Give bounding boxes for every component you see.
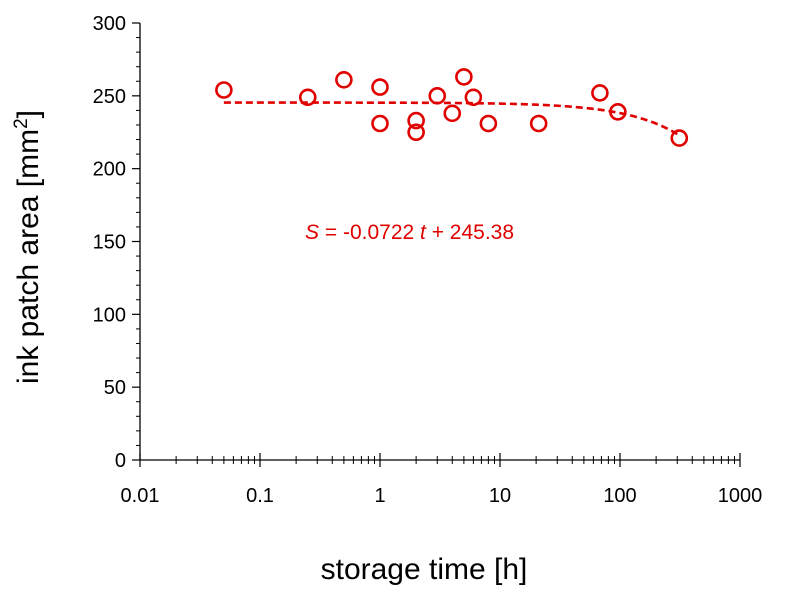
x-axis-title: storage time [h] [321,553,528,586]
data-point [529,114,548,133]
data-point [407,123,425,142]
data-point [591,84,609,102]
data-point [407,111,425,130]
data-point [670,129,689,147]
equation-t: t [420,221,427,244]
data-point [443,104,462,123]
equation-s: S [305,221,319,244]
y-tick-label: 100 [93,304,126,326]
data-point [215,81,233,99]
y-tick-label: 150 [93,232,126,254]
equation-mid: = -0.0722 [319,221,420,244]
fit-line [223,101,680,137]
x-tick-label: 0.01 [121,485,160,507]
data-points [215,68,689,147]
x-tick-label: 100 [603,485,636,507]
x-tick-label: 0.1 [246,485,274,507]
y-tick-label: 200 [93,159,126,181]
y-tick-label: 300 [93,13,126,35]
data-point [609,103,627,121]
data-point [464,88,483,107]
x-axis-ticks: 0.01 0.1 1 10 100 1000 [121,453,763,507]
y-axis-title-main: ink patch area [mm [12,129,45,384]
fit-line-group [223,101,680,137]
y-tick-label: 250 [93,86,126,108]
data-point [479,114,498,133]
y-axis-title-close: ] [12,110,45,118]
x-tick-label: 10 [489,485,511,507]
equation-tail: + 245.38 [426,221,514,244]
data-point [371,114,389,133]
data-point [371,78,389,96]
data-point [428,87,447,105]
y-tick-label: 50 [104,377,126,399]
y-axis-title: ink patch area [mm2] [11,110,45,384]
y-axis-ticks: 0 50 100 150 200 250 300 [93,13,140,472]
x-tick-label: 1000 [718,485,763,507]
data-point [298,88,317,107]
fit-equation: S = -0.0722 t + 245.38 [305,221,514,244]
data-point [335,71,353,89]
y-axis-title-sup: 2 [11,118,32,129]
x-tick-label: 1 [374,485,385,507]
data-point [455,68,473,86]
y-tick-label: 0 [115,450,126,472]
